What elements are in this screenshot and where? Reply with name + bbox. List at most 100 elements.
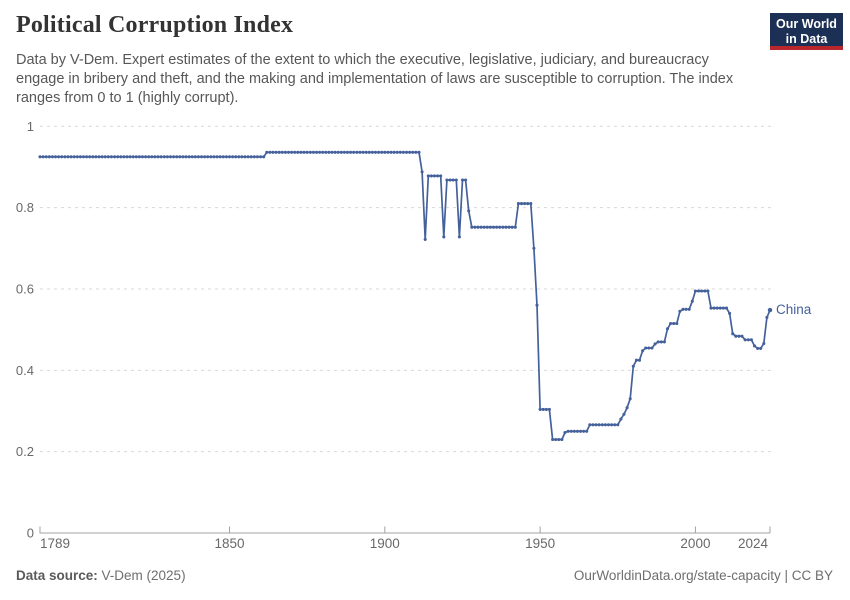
data-point: [147, 155, 151, 159]
data-point: [308, 150, 312, 154]
data-point: [50, 155, 54, 159]
data-point: [262, 155, 266, 159]
data-point: [690, 299, 694, 303]
data-point: [762, 341, 766, 346]
data-source-value: V-Dem (2025): [97, 568, 186, 583]
data-point: [187, 155, 191, 159]
data-point: [172, 155, 176, 159]
footer-separator: |: [780, 568, 792, 583]
data-point: [125, 155, 129, 159]
data-point: [637, 358, 642, 362]
data-point: [743, 338, 747, 342]
data-point: [364, 150, 368, 154]
data-point: [283, 150, 287, 154]
data-point: [619, 417, 623, 421]
data-point: [498, 225, 502, 229]
data-point: [728, 311, 732, 315]
data-point: [650, 346, 654, 350]
data-point: [165, 155, 169, 159]
data-point: [53, 155, 58, 159]
data-point: [184, 155, 188, 159]
footer-license-link[interactable]: CC BY: [791, 568, 833, 583]
data-point: [495, 225, 499, 229]
footer-url-link[interactable]: OurWorldinData.org/state-capacity: [573, 568, 781, 583]
data-point: [97, 155, 101, 159]
data-point: [712, 306, 716, 310]
owid-logo-line2: in Data: [785, 32, 828, 46]
data-point: [215, 155, 219, 159]
data-point: [467, 209, 471, 213]
data-point: [231, 155, 235, 159]
data-point: [417, 150, 421, 154]
data-point: [482, 225, 486, 229]
data-point: [367, 150, 371, 154]
chart-subtitle: Data by V-Dem. Expert estimates of the e…: [16, 52, 734, 106]
data-point: [681, 307, 685, 311]
data-point: [445, 178, 449, 182]
x-tick-label: 2024: [738, 536, 769, 551]
data-point: [265, 150, 269, 154]
data-point: [370, 150, 374, 154]
data-point: [488, 225, 492, 229]
owid-logo[interactable]: Our World in Data: [770, 13, 843, 50]
data-point: [227, 155, 232, 159]
data-point: [224, 155, 228, 159]
data-point: [103, 155, 107, 159]
data-point: [339, 150, 343, 154]
data-point: [634, 358, 638, 362]
data-point: [314, 150, 319, 154]
data-point: [88, 155, 92, 159]
data-point: [765, 315, 769, 319]
data-point: [240, 155, 244, 159]
data-point: [454, 178, 458, 182]
data-point: [345, 150, 350, 154]
data-point: [591, 423, 595, 427]
data-point: [411, 150, 415, 154]
data-point: [305, 150, 309, 154]
data-point: [280, 150, 284, 154]
data-point: [299, 150, 303, 154]
y-axis: 0 0.2 0.4 0.6 0.8 1: [16, 119, 34, 541]
data-point: [625, 406, 629, 410]
data-point: [330, 150, 334, 154]
data-point: [436, 174, 440, 178]
data-point: [448, 178, 452, 182]
data-point: [693, 289, 697, 293]
data-point: [529, 202, 533, 206]
data-point: [255, 155, 259, 159]
data-point: [616, 423, 620, 427]
data-point: [221, 155, 225, 159]
data-point: [63, 155, 67, 159]
data-point: [613, 423, 617, 427]
data-point: [672, 321, 676, 326]
data-point: [333, 150, 337, 154]
series-china[interactable]: [38, 150, 773, 442]
data-point: [75, 155, 79, 159]
data-point: [432, 174, 437, 178]
data-point: [218, 155, 222, 159]
data-point: [631, 364, 635, 368]
data-point: [209, 155, 213, 159]
data-point: [271, 150, 275, 154]
data-point: [234, 155, 238, 159]
data-point: [203, 155, 207, 159]
data-point: [715, 306, 719, 310]
y-tick-label: 0.8: [16, 200, 34, 215]
data-point: [597, 423, 601, 427]
data-point: [547, 407, 551, 411]
data-point: [373, 150, 378, 154]
data-point: [644, 346, 648, 350]
data-point: [575, 429, 579, 433]
data-point: [361, 150, 365, 154]
data-point: [721, 306, 725, 310]
data-point: [603, 423, 607, 427]
data-point: [60, 155, 64, 159]
data-point: [588, 423, 592, 427]
y-tick-label: 1: [27, 119, 34, 134]
data-point: [709, 306, 713, 310]
data-point: [311, 150, 315, 154]
data-point: [199, 155, 204, 159]
gridlines: [40, 125, 772, 453]
x-tick-label: 2000: [680, 536, 710, 551]
